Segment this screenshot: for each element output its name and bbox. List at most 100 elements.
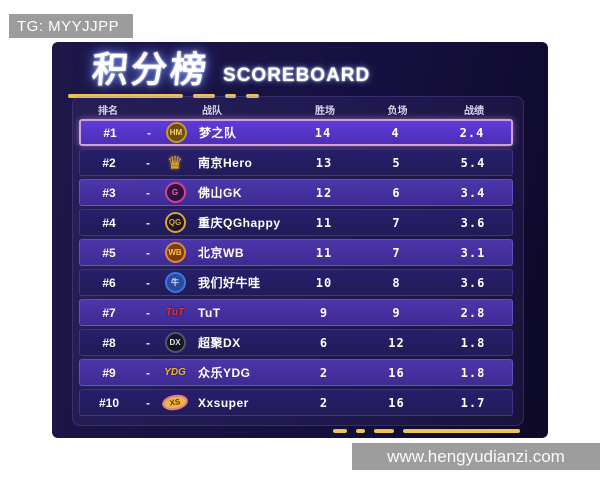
- record-value: 3.1: [460, 245, 486, 260]
- beijing-wb-logo-icon: WB: [164, 242, 186, 263]
- team-logo-cell: XS: [158, 392, 192, 413]
- rank-trend-dash: -: [147, 125, 151, 140]
- underline-solid: [68, 94, 183, 98]
- rank-label: #2: [102, 155, 116, 170]
- website-watermark: www.hengyudianzi.com: [352, 443, 600, 470]
- record-value: 1.8: [460, 335, 486, 350]
- wins-value: 9: [319, 305, 329, 320]
- record-value: 1.8: [460, 365, 486, 380]
- table-row: #10 - XS Xxsuper 2 16 1.7: [79, 389, 513, 416]
- rank-trend-dash: -: [146, 245, 150, 260]
- rank-trend-dash: -: [146, 155, 150, 170]
- losses-value: 5: [392, 155, 401, 170]
- losses-value: 7: [392, 215, 401, 230]
- table-row: #8 - DX 超聚DX 6 12 1.8: [79, 329, 513, 356]
- losses-value: 7: [392, 245, 401, 260]
- team-name: TuT: [198, 305, 221, 320]
- table-row: #2 - ♛ 南京Hero 13 5 5.4: [79, 149, 513, 176]
- team-name: 北京WB: [198, 246, 244, 260]
- record-value: 3.6: [460, 275, 486, 290]
- rank-label: #4: [102, 215, 116, 230]
- rank-trend-dash: -: [146, 215, 150, 230]
- column-header-record: 战绩: [464, 105, 484, 117]
- website-watermark-text: www.hengyudianzi.com: [387, 446, 565, 466]
- team-name: 南京Hero: [198, 156, 253, 170]
- rank-trend-dash: -: [146, 275, 150, 290]
- telegram-watermark: TG: MYYJJPP: [9, 14, 134, 38]
- underline-dash: [246, 94, 259, 98]
- wins-value: 2: [319, 395, 329, 410]
- wins-value: 2: [319, 365, 329, 380]
- team-logo-cell: DX: [158, 332, 192, 353]
- rank-label: #9: [102, 365, 116, 380]
- table-row: #1 - HM 梦之队 14 4 2.4: [79, 119, 513, 146]
- table-row: #7 - TuT TuT 9 9 2.8: [79, 299, 513, 326]
- record-value: 3.6: [460, 215, 486, 230]
- team-logo-cell: G: [158, 182, 192, 203]
- chongqing-qghappy-logo-icon: QG: [164, 212, 186, 233]
- losses-value: 12: [388, 335, 405, 350]
- team-name: 超聚DX: [198, 336, 241, 350]
- bottom-underline-decoration: [333, 429, 520, 433]
- record-value: 2.8: [460, 305, 486, 320]
- foshan-gk-logo-icon: G: [164, 182, 186, 203]
- rank-trend-dash: -: [146, 395, 150, 410]
- telegram-watermark-text: TG: MYYJJPP: [17, 17, 120, 35]
- rank-label: #7: [102, 305, 116, 320]
- dream-team-hm-logo-icon: HM: [165, 122, 187, 143]
- wins-value: 11: [315, 215, 333, 230]
- table-header-row: 排名 战队 胜场 负场 战绩: [73, 97, 523, 119]
- table-row: #4 - QG 重庆QGhappy 11 7 3.6: [79, 209, 513, 236]
- underline-dash: [225, 94, 236, 98]
- wins-value: 6: [319, 335, 329, 350]
- table-row: #5 - WB 北京WB 11 7 3.1: [79, 239, 513, 266]
- table-row: #6 - 牛我们好牛哇 10 8 3.6: [79, 269, 513, 296]
- blue-bull-mascot-logo-icon: 牛: [164, 272, 186, 293]
- rank-trend-dash: -: [146, 185, 150, 200]
- team-name: 佛山GK: [198, 186, 243, 200]
- scoreboard-panel: 积分榜 SCOREBOARD 排名 战队 胜场 负场 战绩 #1- HM 梦之队 14…: [52, 42, 548, 438]
- team-logo-cell: YDG: [158, 367, 192, 378]
- team-name: 重庆QGhappy: [198, 216, 281, 230]
- record-value: 5.4: [460, 155, 486, 170]
- rank-label: #10: [98, 395, 120, 410]
- losses-value: 4: [391, 125, 400, 140]
- column-header-team: 战队: [202, 105, 222, 117]
- table-row: #9 - YDG 众乐YDG 2 16 1.8: [79, 359, 513, 386]
- table-body: #1- HM 梦之队 14 4 2.4 #2- ♛ 南京Hero 13 5 5.4 #3- G 佛山GK 12…: [73, 119, 523, 416]
- team-name: Xxsuper: [198, 395, 249, 410]
- rank-label: #1: [103, 125, 117, 140]
- rank-label: #8: [102, 335, 116, 350]
- underline-dash: [356, 429, 365, 433]
- dx-panda-mascot-logo-icon: DX: [164, 332, 186, 353]
- wins-value: 12: [315, 185, 333, 200]
- title-chinese: 积分榜: [90, 49, 211, 90]
- column-header-rank: 排名: [98, 105, 118, 117]
- rank-trend-dash: -: [146, 305, 150, 320]
- rank-trend-dash: -: [146, 335, 150, 350]
- title-english: SCOREBOARD: [223, 65, 371, 86]
- rank-trend-dash: -: [146, 365, 150, 380]
- page-title: 积分榜 SCOREBOARD: [90, 49, 371, 90]
- underline-dash: [374, 429, 394, 433]
- wins-value: 13: [315, 155, 333, 170]
- losses-value: 16: [388, 395, 405, 410]
- team-name: 梦之队: [199, 126, 237, 140]
- tut-logo-icon: TuT: [165, 307, 185, 318]
- record-value: 3.4: [460, 185, 486, 200]
- table-row: #3 - G 佛山GK 12 6 3.4: [79, 179, 513, 206]
- rank-label: #3: [102, 185, 116, 200]
- losses-value: 8: [392, 275, 401, 290]
- team-logo-cell: 牛: [158, 272, 192, 293]
- rank-label: #6: [102, 275, 116, 290]
- team-name: 我们好牛哇: [198, 276, 261, 290]
- record-value: 2.4: [459, 125, 485, 140]
- team-logo-cell: ♛: [158, 154, 192, 172]
- column-header-wins: 胜场: [315, 105, 335, 117]
- underline-dash: [333, 429, 347, 433]
- wins-value: 14: [314, 125, 332, 140]
- losses-value: 9: [392, 305, 401, 320]
- title-underline-decoration: [68, 94, 259, 98]
- column-header-losses: 负场: [387, 105, 408, 117]
- team-logo-cell: TuT: [158, 307, 192, 318]
